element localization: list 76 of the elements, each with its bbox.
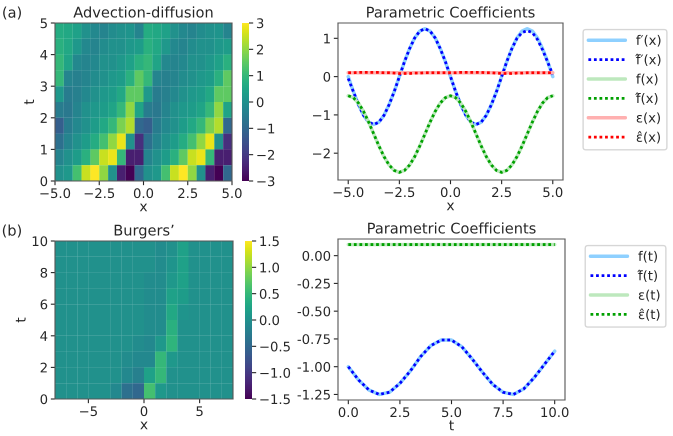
color-bar-label: −1.0 [260, 368, 290, 378]
legend-label: ε(t) [638, 290, 660, 302]
x-axis-title: x [140, 204, 148, 212]
legend-label: ε̂(t) [638, 308, 660, 321]
legend-label: f̂′(x) [635, 54, 660, 66]
x-tick-label: 2.5 [178, 188, 198, 198]
legend-label: f′(x) [636, 34, 660, 47]
x-tick-label: −5 [80, 406, 97, 416]
y-tick-label: -1.00 [298, 362, 330, 372]
y-tick-label: 0 [324, 72, 330, 82]
color-bar-label: 0.0 [260, 315, 280, 326]
y-tick-label: -0.50 [298, 306, 330, 316]
color-bar-label: 3 [256, 18, 264, 28]
y-tick-label: 2 [40, 113, 47, 123]
y-tick-label: 2 [40, 362, 47, 372]
x-tick-label: 0.0 [338, 407, 358, 418]
x-tick-label: 2.5 [390, 407, 410, 418]
chart-title: Parametric Coefficients [368, 222, 536, 234]
legend-label: ε̂(x) [636, 131, 660, 144]
x-tick-label: −5.0 [334, 187, 364, 198]
x-tick-label: −2.5 [84, 188, 114, 198]
legend-label: ε(x) [636, 112, 660, 124]
y-tick-label: 0 [40, 394, 48, 404]
chart-title: Parametric Coefficients [367, 6, 535, 18]
y-axis-title: t [24, 100, 34, 104]
color-bar-label: −0.5 [260, 342, 290, 352]
y-tick-label: -0.25 [298, 278, 330, 289]
color-bar-label: 0.5 [260, 288, 279, 299]
y-tick-label: 8 [40, 268, 48, 278]
x-axis-title: x [446, 202, 454, 210]
legend-label: f̂(x) [635, 92, 658, 105]
color-bar-label: −2 [257, 150, 274, 160]
color-bar-label: −1.5 [260, 394, 290, 404]
text: (a) [3, 6, 21, 20]
chart-title: Advection-diffusion [73, 6, 212, 18]
y-tick-label: 4 [40, 50, 48, 60]
legend-label: f̂(t) [637, 270, 657, 282]
x-tick-label: 0.0 [134, 188, 154, 198]
x-tick-label: 5.0 [222, 188, 242, 198]
y-tick-label: 1 [41, 144, 47, 154]
legend-label: f(t) [638, 250, 657, 263]
y-tick-label: 0.00 [302, 250, 330, 261]
color-bar-label: 1.5 [260, 236, 279, 246]
x-tick-label: 10.0 [541, 407, 568, 418]
x-tick-label: 5.0 [442, 407, 462, 418]
color-bar-label: 1 [257, 71, 264, 81]
chart-title: Burgers’ [114, 224, 174, 238]
color-bar-label: −3 [257, 176, 274, 186]
y-tick-label: 5 [40, 18, 47, 28]
y-tick-label: −1 [313, 110, 330, 120]
y-tick-label: 10 [32, 236, 48, 246]
y-tick-label: 1 [324, 34, 330, 44]
y-tick-label: −2 [313, 148, 330, 158]
x-axis-title: x [140, 422, 148, 430]
x-tick-label: 2.5 [492, 187, 511, 198]
x-tick-label: 7.5 [494, 407, 512, 418]
text: (b) [2, 224, 21, 238]
color-bar-label: 0 [256, 97, 264, 108]
x-tick-label: −5.0 [40, 188, 70, 198]
y-tick-label: -1.25 [298, 390, 330, 400]
x-tick-label: 5 [196, 406, 203, 416]
x-tick-label: −2.5 [384, 187, 414, 198]
legend-label: f(x) [636, 74, 658, 86]
y-tick-label: 6 [40, 299, 48, 310]
y-tick-label: 0 [40, 176, 48, 186]
color-bar-label: −1 [257, 124, 274, 134]
y-tick-label: -0.75 [298, 334, 330, 344]
x-tick-label: 0.0 [440, 187, 460, 198]
x-tick-label: 0 [140, 406, 148, 416]
color-bar-label: 2 [256, 44, 264, 54]
y-tick-label: 4 [40, 331, 48, 341]
y-axis-title: t [16, 318, 26, 322]
x-tick-label: 5.0 [543, 187, 562, 198]
x-axis-title: t [449, 420, 454, 430]
y-tick-label: 3 [40, 81, 47, 92]
color-bar-label: 1.0 [260, 262, 280, 273]
